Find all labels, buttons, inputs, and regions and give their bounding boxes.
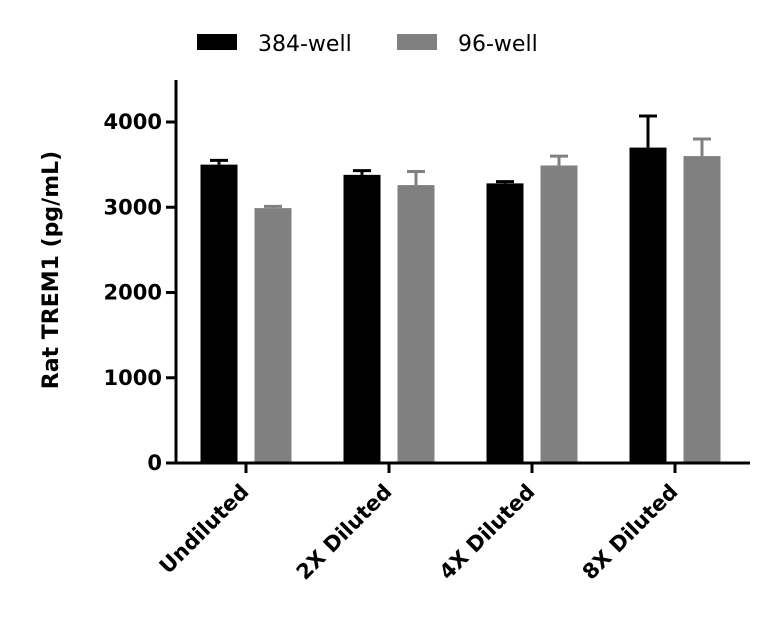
bar-384-well-1 xyxy=(343,174,381,464)
bar-96-well-1 xyxy=(397,185,435,463)
error-bar-96-well-0 xyxy=(264,204,282,209)
x-category-label: Undiluted xyxy=(155,480,254,579)
x-category-label: 4X Diluted xyxy=(435,480,540,585)
error-bar-384-well-2 xyxy=(496,180,514,184)
x-category-label: 8X Diluted xyxy=(578,480,683,585)
error-bar-384-well-3 xyxy=(639,114,657,148)
bar-384-well-0 xyxy=(200,164,238,463)
legend-item-96-well: 96-well xyxy=(397,32,538,57)
y-tick-label: 2000 xyxy=(104,281,162,305)
y-tick-label: 1000 xyxy=(104,366,162,390)
bar-96-well-2 xyxy=(540,165,578,464)
x-category-label: 2X Diluted xyxy=(292,480,397,585)
bars xyxy=(200,147,721,464)
legend-swatch xyxy=(397,34,437,50)
bar-96-well-3 xyxy=(683,156,721,463)
legend: 384-well 96-well xyxy=(197,32,538,57)
axes xyxy=(174,80,750,465)
bar-384-well-3 xyxy=(629,147,667,463)
error-bar-96-well-2 xyxy=(550,154,568,166)
y-tick-label: 4000 xyxy=(104,110,162,134)
y-axis-title: Rat TREM1 (pg/mL) xyxy=(39,151,64,389)
legend-swatch xyxy=(197,34,237,50)
error-bar-384-well-1 xyxy=(353,169,371,175)
x-axis-categories: Undiluted 2X Diluted 4X Diluted 8X Diluted xyxy=(155,463,683,584)
bar-384-well-2 xyxy=(486,183,524,463)
bar-96-well-0 xyxy=(254,208,292,463)
legend-item-384-well: 384-well xyxy=(197,32,352,57)
error-bar-384-well-0 xyxy=(210,158,228,165)
error-bar-96-well-1 xyxy=(407,169,425,186)
legend-label: 384-well xyxy=(258,32,352,57)
y-tick-label: 0 xyxy=(147,451,162,475)
error-bars xyxy=(210,114,711,209)
legend-label: 96-well xyxy=(458,32,538,57)
error-bar-96-well-3 xyxy=(693,137,711,157)
y-axis-ticks: 0 1000 2000 3000 4000 xyxy=(104,110,176,475)
y-tick-label: 3000 xyxy=(104,195,162,219)
